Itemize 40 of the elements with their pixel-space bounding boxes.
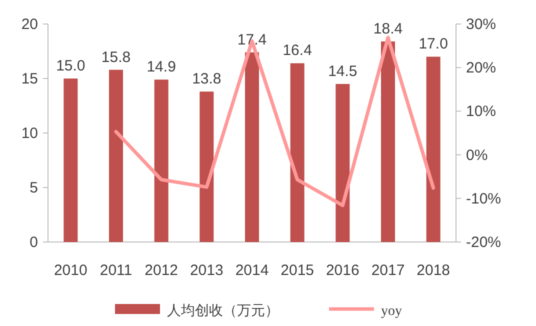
x-tick-label: 2016	[326, 262, 360, 279]
y2-tick-label: 20%	[466, 60, 496, 77]
data-label: 15.8	[101, 48, 131, 66]
x-tick-label: 2013	[190, 262, 224, 279]
x-tick-label: 2014	[235, 262, 269, 279]
x-tick-label: 2017	[371, 262, 405, 279]
y-tick-label: 20	[21, 16, 38, 33]
bar	[381, 41, 395, 242]
x-tick-label: 2010	[54, 262, 88, 279]
data-label: 18.4	[373, 20, 403, 38]
bar	[245, 52, 259, 242]
bar	[64, 78, 78, 242]
y-tick-label: 10	[21, 125, 38, 142]
bar	[154, 80, 168, 242]
data-label: 17.4	[237, 31, 267, 48]
y-tick-label: 15	[21, 70, 38, 88]
data-label: 13.8	[192, 70, 222, 88]
x-tick-label: 2012	[144, 262, 178, 279]
bar	[109, 70, 123, 242]
x-tick-label: 2015	[280, 262, 314, 279]
y2-tick-label: 0%	[466, 146, 488, 164]
legend-label: 人均创收（万元）	[167, 303, 279, 319]
x-tick-label: 2018	[416, 262, 450, 279]
data-label: 16.4	[282, 42, 312, 60]
y-tick-label: 0	[30, 234, 38, 251]
bar	[200, 92, 214, 242]
bar	[426, 56, 440, 242]
y2-tick-label: -10%	[466, 190, 502, 208]
y2-tick-label: 30%	[466, 16, 496, 33]
x-tick-label: 2011	[100, 262, 132, 279]
data-label: 14.9	[146, 58, 176, 76]
data-label: 17.0	[418, 36, 448, 53]
legend-label: yoy	[381, 304, 402, 319]
y-tick-label: 5	[30, 180, 38, 196]
y2-tick-label: 10%	[466, 103, 496, 120]
y2-tick-label: -20%	[466, 234, 502, 251]
data-label: 15.0	[56, 58, 86, 74]
bar	[290, 63, 304, 242]
bar	[336, 84, 350, 242]
data-label: 14.5	[328, 62, 358, 80]
